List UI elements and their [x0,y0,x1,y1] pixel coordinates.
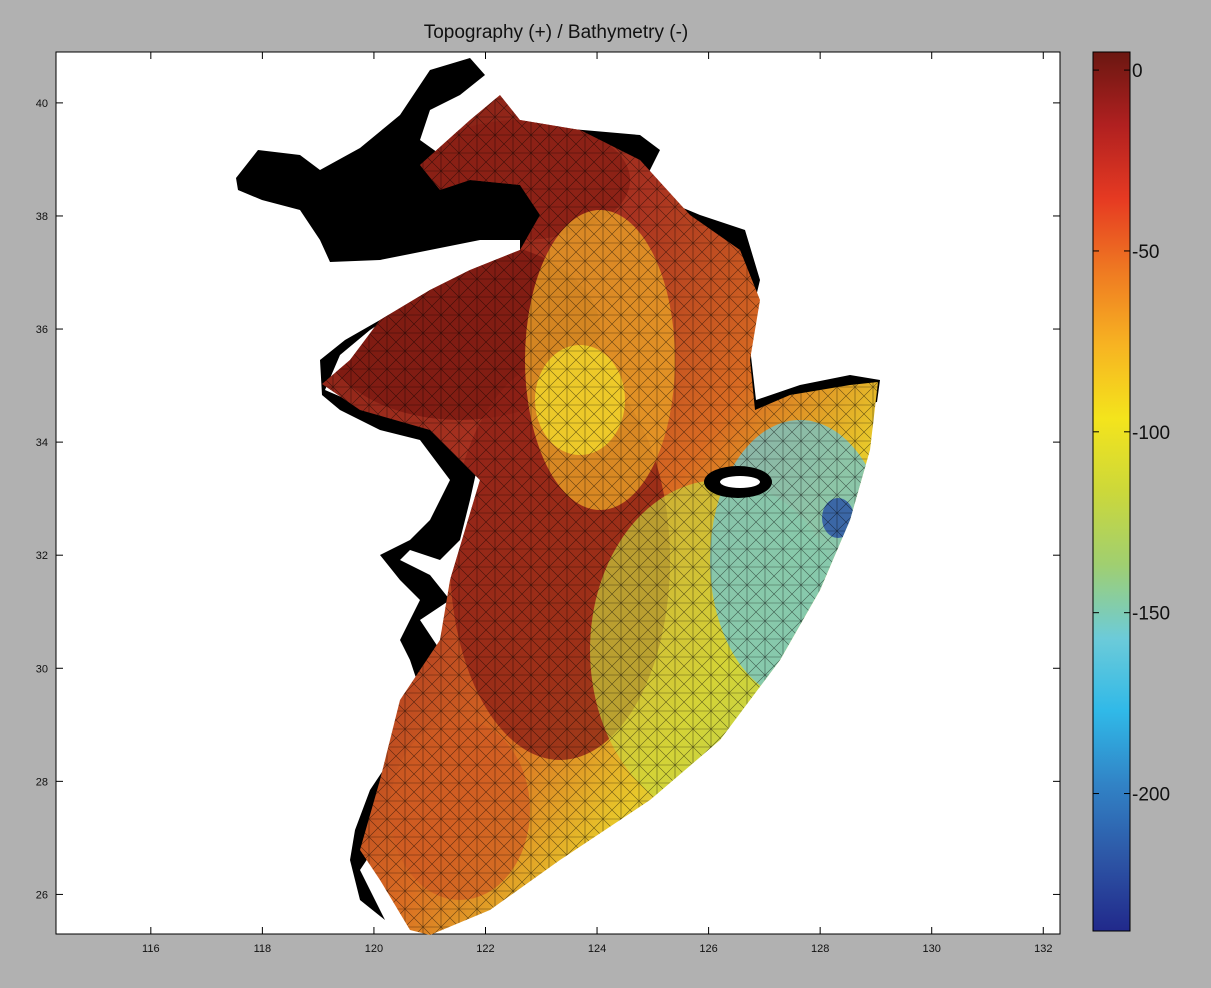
colorbar-gradient [1092,51,1131,932]
x-tick-label: 126 [699,943,717,955]
x-tick-label: 118 [254,943,272,955]
colorbar-tick-label: -150 [1132,604,1170,625]
x-tick-label: 116 [142,943,160,955]
colorbar-ticks: 0 -50 -100 -150 -200 [1093,61,1170,806]
y-tick-label: 36 [36,324,48,336]
y-tick-label: 28 [36,776,48,788]
colorbar-tick-label: -50 [1132,242,1159,263]
jeju-island-inner [720,476,760,488]
colorbar-tick-label: -100 [1132,423,1170,444]
x-axis: 116 118 120 122 124 126 128 130 132 [142,52,1052,955]
y-axis: 26 28 30 32 34 36 38 40 [36,98,1060,901]
colorbar-tick-label: 0 [1132,61,1143,82]
colorbar-tick-label: -200 [1132,785,1170,806]
colorbar: 0 -50 -100 -150 -200 [1092,51,1170,932]
x-tick-label: 122 [476,943,494,955]
x-tick-label: 124 [588,943,606,955]
chart-title: Topography (+) / Bathymetry (-) [424,22,689,43]
y-tick-label: 32 [36,550,48,562]
y-tick-label: 26 [36,889,48,901]
x-tick-label: 120 [365,943,383,955]
y-tick-label: 30 [36,663,48,675]
x-tick-label: 132 [1034,943,1052,955]
x-tick-label: 130 [923,943,941,955]
y-tick-label: 38 [36,211,48,223]
y-tick-label: 40 [36,98,48,110]
x-tick-label: 128 [811,943,829,955]
y-tick-label: 34 [36,437,48,449]
